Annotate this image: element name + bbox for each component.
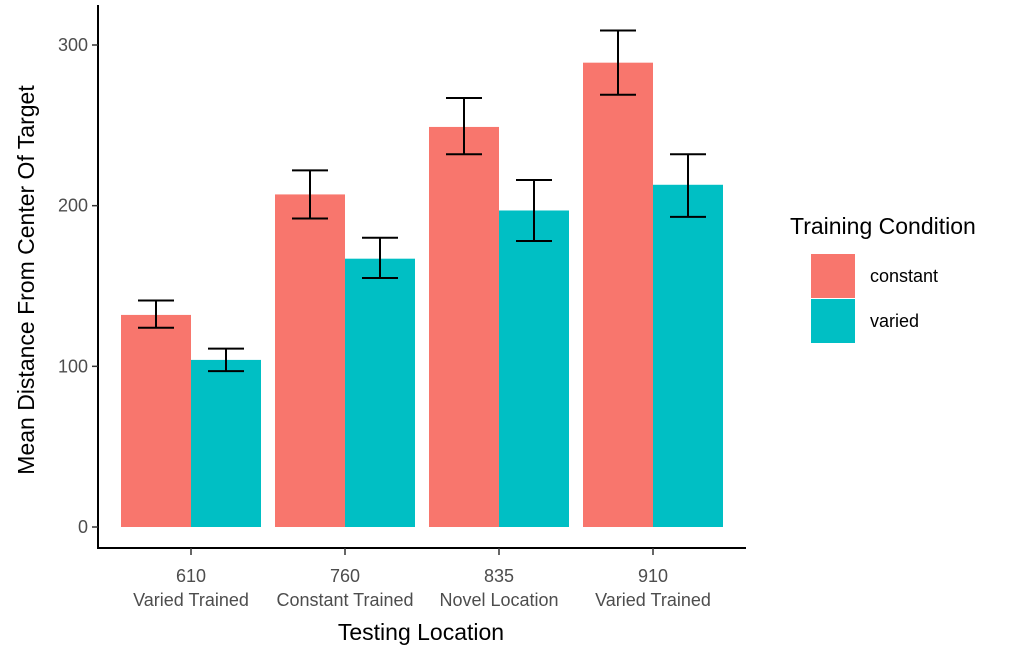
x-tick-sublabel: Varied Trained — [133, 590, 249, 610]
y-tick-label: 100 — [58, 356, 88, 376]
bar-varied-835 — [499, 210, 569, 527]
y-tick-label: 300 — [58, 35, 88, 55]
bar-constant-910 — [583, 62, 653, 527]
bar-constant-760 — [275, 194, 345, 528]
bar-varied-760 — [345, 258, 415, 527]
x-axis-title: Testing Location — [338, 619, 504, 645]
bar-constant-610 — [121, 314, 191, 527]
legend: Training Condition constant varied — [790, 213, 976, 343]
y-ticks-layer: 0 100 200 300 — [58, 35, 98, 537]
legend-title: Training Condition — [790, 213, 976, 239]
x-tick-label: 910 — [638, 566, 668, 586]
legend-items: constant varied — [811, 254, 938, 343]
legend-swatch-varied — [811, 299, 855, 343]
x-tick-label: 610 — [176, 566, 206, 586]
x-tick-sublabel: Novel Location — [439, 590, 558, 610]
x-tick-sublabel: Varied Trained — [595, 590, 711, 610]
y-tick-label: 0 — [78, 517, 88, 537]
bar-varied-910 — [653, 184, 723, 527]
x-ticks-layer: 610 Varied Trained 760 Constant Trained 835 N… — [133, 548, 711, 610]
bars-layer — [121, 62, 723, 528]
error-bars-layer — [138, 29, 706, 373]
x-tick-label: 835 — [484, 566, 514, 586]
legend-label-varied: varied — [870, 311, 919, 331]
legend-label-constant: constant — [870, 266, 938, 286]
bar-constant-835 — [429, 126, 499, 527]
legend-swatch-constant — [811, 254, 855, 298]
axes-layer — [97, 5, 746, 549]
y-tick-label: 200 — [58, 196, 88, 216]
bar-varied-610 — [191, 359, 261, 527]
y-axis-title: Mean Distance From Center Of Target — [13, 85, 39, 475]
x-tick-label: 760 — [330, 566, 360, 586]
x-tick-sublabel: Constant Trained — [276, 590, 413, 610]
